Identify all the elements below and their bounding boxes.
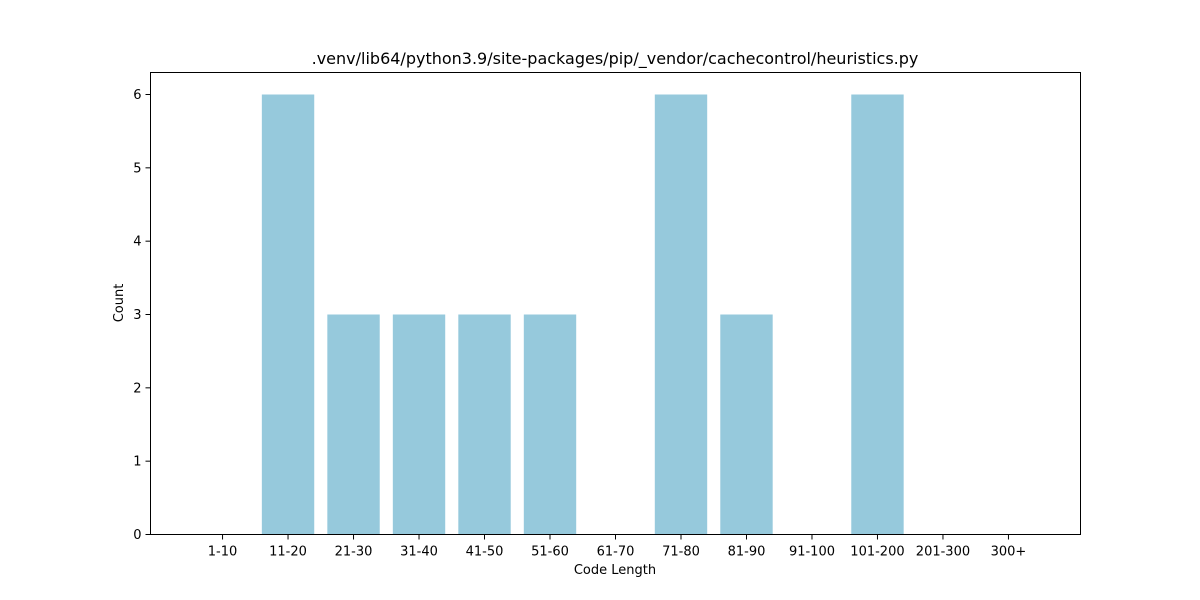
bar-41-50: [458, 314, 511, 535]
y-tick-label: 1: [133, 455, 141, 470]
y-tick-label: 6: [133, 88, 141, 103]
y-axis-label: Count: [112, 284, 127, 323]
bar-11-20: [261, 94, 315, 535]
bar-51-60: [523, 314, 577, 535]
x-tick-label: 71-80: [662, 545, 700, 560]
x-tick-label: 41-50: [466, 545, 504, 560]
bar-81-90: [720, 314, 773, 535]
x-tick-label: 201-300: [916, 545, 970, 560]
y-axis-ticks: 0 1 2 3 4 5 6: [133, 88, 151, 543]
y-tick-label: 2: [133, 381, 141, 396]
x-tick-label: 31-40: [400, 545, 438, 560]
y-tick-label: 4: [133, 235, 141, 250]
x-axis-ticks: 1-10 11-20 21-30 31-40 41-50 51-60 61-70 71-80 8…: [208, 534, 1027, 560]
x-tick-label: 1-10: [208, 545, 238, 560]
bar-71-80: [654, 94, 708, 535]
x-tick-label: 101-200: [850, 545, 904, 560]
bar-101-200: [851, 94, 904, 535]
x-tick-label: 11-20: [269, 545, 307, 560]
x-axis-label: Code Length: [574, 563, 656, 578]
x-tick-label: 81-90: [728, 545, 766, 560]
x-tick-label: 21-30: [335, 545, 373, 560]
x-tick-label: 61-70: [597, 545, 635, 560]
x-tick-label: 300+: [991, 545, 1027, 560]
x-tick-label: 51-60: [531, 545, 569, 560]
x-tick-label: 91-100: [789, 545, 835, 560]
chart-title: .venv/lib64/python3.9/site-packages/pip/…: [312, 49, 919, 69]
y-tick-label: 5: [133, 161, 141, 176]
y-tick-label: 3: [133, 308, 141, 323]
bar-31-40: [392, 314, 446, 535]
bar-21-30: [327, 314, 380, 535]
y-tick-label: 0: [133, 528, 141, 543]
bars-group: [261, 94, 904, 535]
plot-frame: [150, 72, 1081, 535]
